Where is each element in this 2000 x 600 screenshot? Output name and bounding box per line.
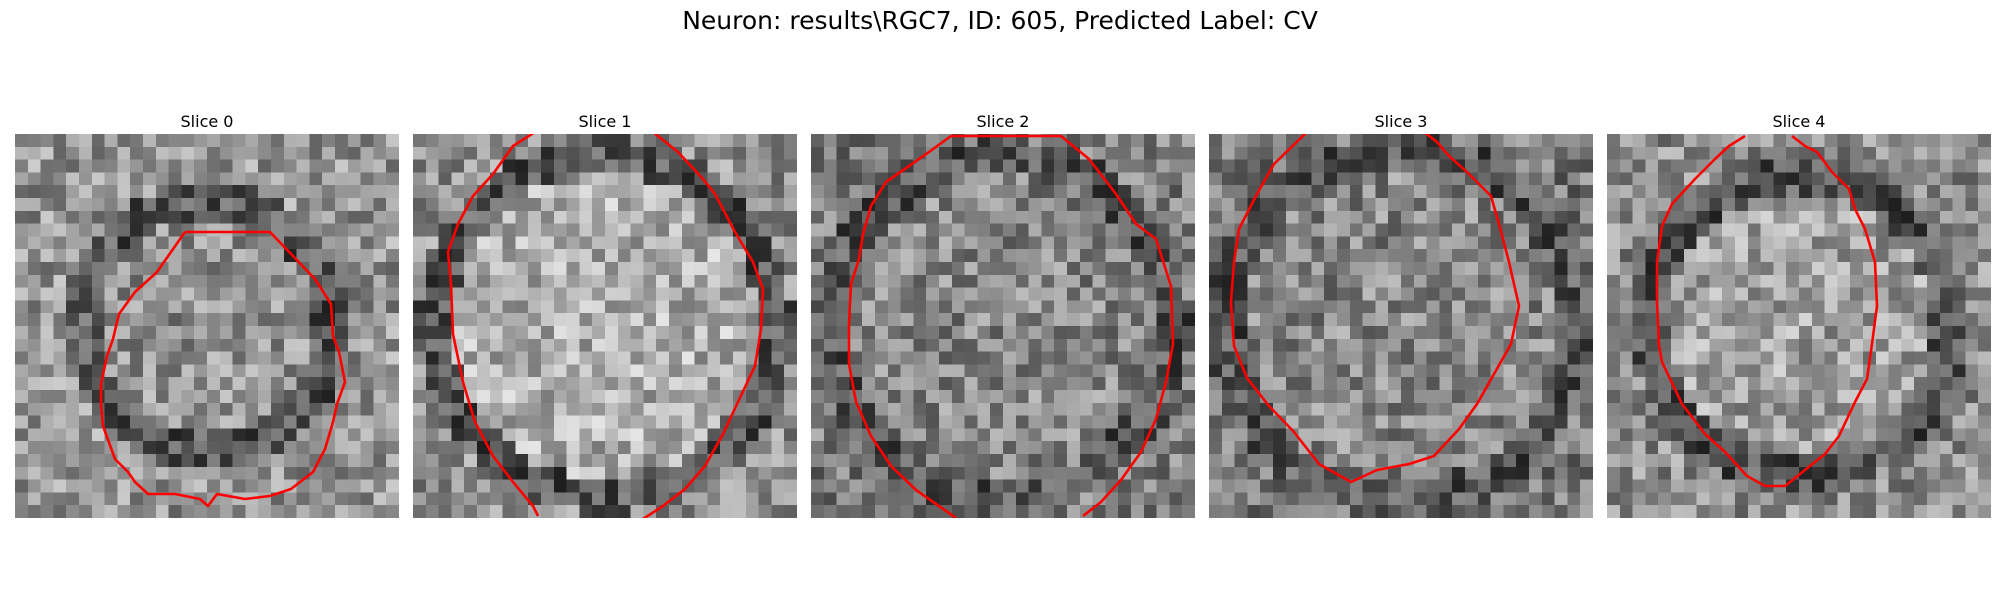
slice-title: Slice 4 bbox=[1772, 112, 1826, 131]
grayscale-slice-image bbox=[15, 134, 399, 518]
slice-image-frame bbox=[15, 134, 399, 518]
roi-contour-overlay bbox=[1655, 134, 1879, 488]
roi-contour bbox=[951, 134, 1175, 518]
roi-contour bbox=[99, 230, 347, 508]
roi-contour-overlay bbox=[1229, 134, 1521, 484]
slice-title: Slice 3 bbox=[1374, 112, 1428, 131]
figure-title: Neuron: results\RGC7, ID: 605, Predicted… bbox=[682, 6, 1318, 35]
roi-contour bbox=[847, 134, 957, 518]
roi-contour bbox=[1655, 134, 1879, 488]
slice-title: Slice 2 bbox=[976, 112, 1030, 131]
grayscale-slice-image bbox=[413, 134, 797, 518]
roi-contour bbox=[1229, 134, 1521, 484]
grayscale-slice-image bbox=[1607, 134, 1991, 518]
slice-image-frame bbox=[811, 134, 1195, 518]
grayscale-slice-image bbox=[1209, 134, 1593, 518]
roi-contour-overlay bbox=[446, 134, 765, 518]
roi-contour-overlay bbox=[99, 230, 347, 508]
roi-contour-overlay bbox=[847, 134, 1175, 518]
slice-panel-1: Slice 1 bbox=[413, 112, 797, 518]
slice-title: Slice 0 bbox=[180, 112, 234, 131]
slice-title: Slice 1 bbox=[578, 112, 632, 131]
slice-panel-3: Slice 3 bbox=[1209, 112, 1593, 518]
slice-panel-0: Slice 0 bbox=[15, 112, 399, 518]
slice-panel-4: Slice 4 bbox=[1607, 112, 1991, 518]
slice-image-frame bbox=[1607, 134, 1991, 518]
slice-panel-2: Slice 2 bbox=[811, 112, 1195, 518]
slice-image-frame bbox=[413, 134, 797, 518]
roi-contour bbox=[446, 134, 540, 517]
roi-contour bbox=[642, 134, 765, 518]
slice-image-frame bbox=[1209, 134, 1593, 518]
